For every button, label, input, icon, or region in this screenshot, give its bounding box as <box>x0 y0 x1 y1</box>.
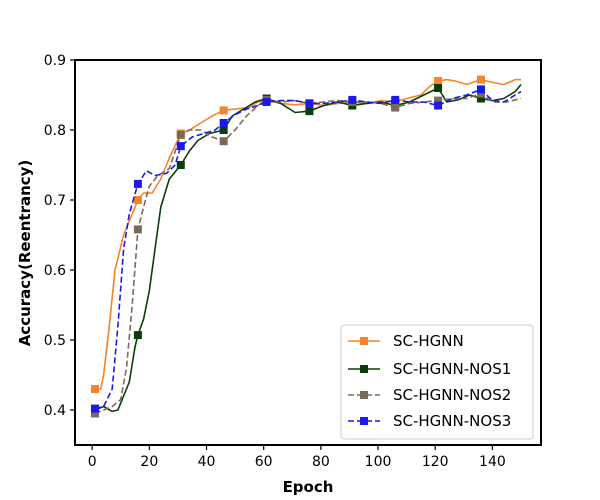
y-tick-label: 0.7 <box>44 193 66 209</box>
series-4-marker <box>476 85 485 94</box>
series-4-marker <box>91 404 100 413</box>
series-4-marker <box>391 95 400 104</box>
series-1-marker <box>476 75 485 84</box>
legend-entry-4-marker <box>360 417 368 425</box>
legend-box <box>340 324 534 440</box>
series-4-line <box>94 88 522 410</box>
x-axis-title: Epoch <box>283 478 334 496</box>
legend-entry-2-marker <box>360 365 368 373</box>
series-layer <box>91 75 522 418</box>
series-2-marker <box>305 107 314 116</box>
legend-entry-3-marker <box>360 391 368 399</box>
x-tick-label: 0 <box>88 454 97 470</box>
x-tick-label: 100 <box>365 454 392 470</box>
x-tick-label: 60 <box>255 454 273 470</box>
legend-entry-1-marker <box>360 337 368 345</box>
legend-entry-4-label: SC-HGNN-NOS3 <box>393 412 511 430</box>
x-tick-label: 20 <box>140 454 158 470</box>
series-3-marker <box>219 137 228 146</box>
y-tick-label: 0.5 <box>44 333 66 349</box>
series-4-marker <box>305 99 314 108</box>
legend-entry-2-label: SC-HGNN-NOS1 <box>393 360 511 378</box>
tick-layer: 0 20 40 60 80 100 120 140 0.4 0.5 0.6 0.7 0.8 0.9 <box>44 53 506 470</box>
series-2-marker <box>434 84 443 92</box>
series-2-marker <box>176 161 185 169</box>
legend: SC-HGNN SC-HGNN-NOS1 SC-HGNN-NOS2 SC-HGNN-N… <box>340 324 534 440</box>
series-4-marker <box>434 101 443 110</box>
series-4-marker <box>219 119 228 127</box>
series-2-marker <box>219 126 228 134</box>
y-tick-label: 0.8 <box>44 123 66 139</box>
series-4-marker <box>176 142 185 151</box>
series-2-marker <box>476 94 485 103</box>
y-tick-label: 0.4 <box>44 403 66 419</box>
x-tick-label: 120 <box>422 454 449 470</box>
series-4-marker <box>262 98 271 106</box>
series-3-marker <box>133 225 142 234</box>
series-3-marker <box>476 89 485 98</box>
x-tick-label: 80 <box>312 454 330 470</box>
series-3-marker <box>434 96 443 105</box>
series-3-marker <box>176 130 185 139</box>
legend-entry-3-label: SC-HGNN-NOS2 <box>393 386 511 404</box>
series-2-marker <box>133 331 142 340</box>
series-1-marker <box>219 106 228 115</box>
series-3-marker <box>91 409 100 418</box>
x-tick-label: 140 <box>479 454 506 470</box>
series-3-marker <box>391 103 400 112</box>
plot-frame <box>74 59 542 446</box>
series-1-marker <box>133 196 142 204</box>
y-axis-title: Accuracy(Reentrancy) <box>16 160 34 347</box>
series-4-marker <box>133 179 142 188</box>
y-tick-label: 0.9 <box>44 53 66 69</box>
y-tick-label: 0.6 <box>44 263 66 279</box>
series-1-marker <box>434 77 443 85</box>
series-4-marker <box>348 95 357 104</box>
x-tick-label: 40 <box>198 454 216 470</box>
legend-entry-1-label: SC-HGNN <box>393 332 464 350</box>
series-1-marker <box>91 385 100 393</box>
